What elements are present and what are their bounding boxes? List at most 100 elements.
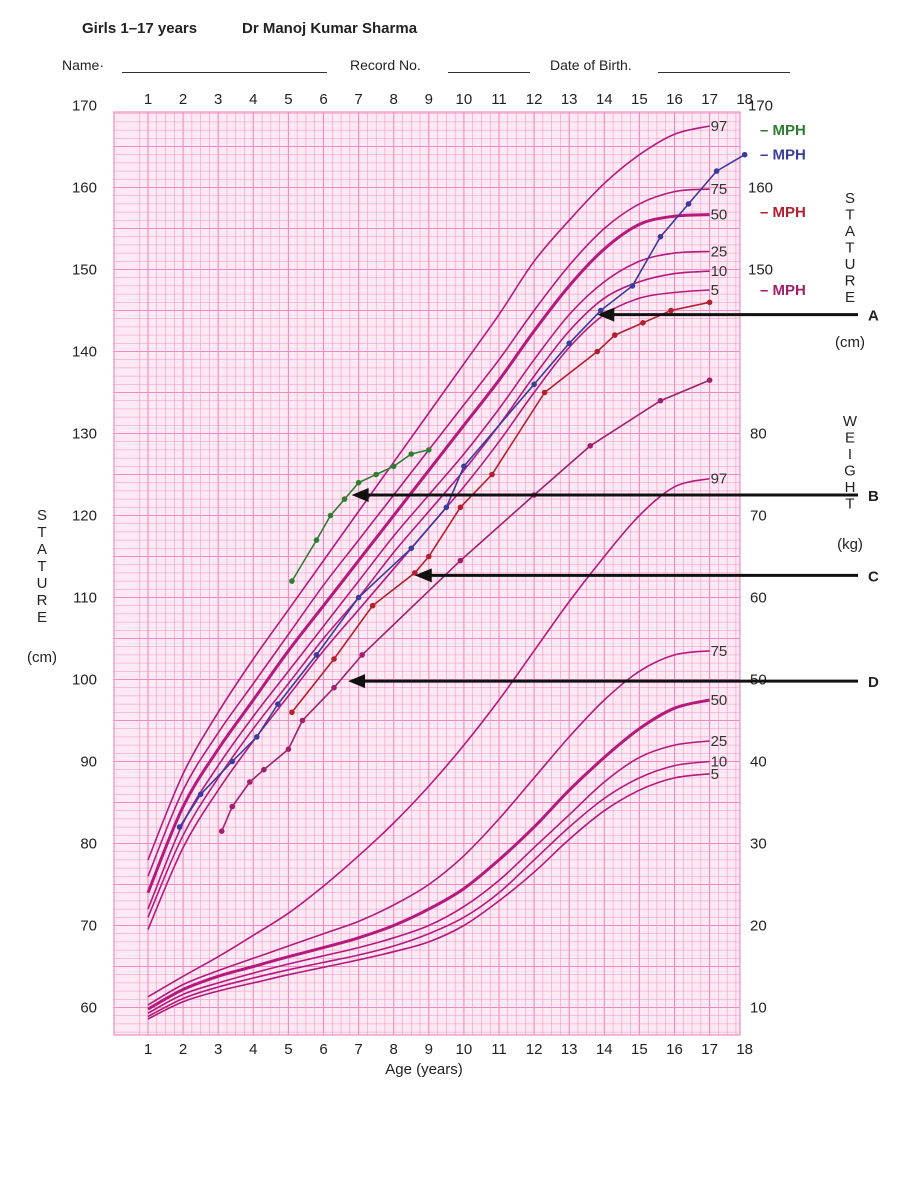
- x-axis-label: Age (years): [385, 1061, 463, 1078]
- patient-point-blue: [275, 701, 281, 707]
- stature-percentile-10: [147, 270, 710, 918]
- patient-point-red: [426, 553, 432, 560]
- patient-point-green: [341, 496, 348, 502]
- stature-percentile-label: 5: [711, 282, 719, 299]
- weight-percentile-label: 75: [711, 643, 728, 660]
- stature-tick-left: 160: [72, 180, 97, 197]
- x-tick-label-bottom: 15: [631, 1041, 648, 1058]
- stature-percentile-75: [147, 188, 710, 877]
- record-no-field-line[interactable]: [448, 72, 530, 73]
- patient-point-blue: [355, 594, 362, 601]
- stature-axis-label-right: E: [845, 289, 855, 306]
- x-tick-label-top: 16: [666, 91, 683, 108]
- patient-point-purple: [285, 746, 292, 752]
- arrow-label-A: A: [868, 308, 879, 325]
- patient-point-blue: [461, 463, 467, 470]
- patient-point-red: [411, 570, 418, 576]
- stature-tick-left: 170: [72, 98, 97, 115]
- patient-point-red: [612, 332, 618, 338]
- patient-point-green: [313, 537, 320, 543]
- patient-point-purple: [229, 803, 236, 810]
- weight-percentile-10: [147, 760, 710, 1018]
- patient-point-purple: [331, 684, 337, 691]
- patient-point-red: [640, 320, 646, 326]
- x-tick-label-top: 8: [390, 91, 398, 108]
- stature-unit-right: (cm): [835, 334, 865, 351]
- weight-percentile-25: [147, 740, 710, 1014]
- mph-marker-green: – MPH: [760, 122, 806, 139]
- x-tick-label-bottom: 14: [596, 1041, 613, 1058]
- weight-tick: 20: [750, 918, 767, 935]
- x-tick-label-top: 4: [249, 91, 257, 108]
- stature-axis-label-left: E: [37, 609, 47, 626]
- patient-point-purple: [299, 717, 306, 724]
- weight-percentile-75: [147, 650, 710, 1006]
- patient-point-purple: [261, 766, 267, 773]
- weight-tick: 80: [750, 426, 767, 443]
- stature-tick-left: 140: [72, 344, 97, 361]
- patient-point-purple: [657, 397, 664, 404]
- stature-tick-left: 70: [80, 918, 97, 935]
- weight-tick: 10: [750, 1000, 767, 1017]
- stature-axis-label-right: T: [845, 207, 854, 224]
- stature-tick-left: 100: [72, 672, 97, 689]
- x-tick-label-top: 15: [631, 91, 648, 108]
- stature-tick-right: 160: [748, 180, 773, 197]
- x-tick-label-bottom: 3: [214, 1041, 222, 1058]
- plot-border: [113, 111, 741, 1036]
- stature-axis-label-right: A: [845, 223, 855, 240]
- stature-percentile-97: [147, 125, 710, 861]
- x-tick-label-bottom: 11: [491, 1041, 507, 1058]
- weight-percentile-label: 5: [711, 766, 719, 783]
- weight-tick: 30: [750, 836, 767, 853]
- patient-point-purple: [457, 557, 464, 564]
- stature-percentile-label: 10: [711, 263, 728, 280]
- arrow-D-head: [348, 674, 366, 689]
- patient-point-purple: [218, 828, 225, 834]
- x-tick-label-top: 7: [354, 91, 362, 108]
- weight-axis-label: H: [845, 479, 856, 496]
- patient-point-blue: [597, 307, 604, 314]
- weight-axis-label: W: [843, 413, 858, 430]
- weight-axis-label: E: [845, 430, 855, 447]
- stature-tick-left: 130: [72, 426, 97, 443]
- patient-point-blue: [685, 201, 692, 207]
- patient-point-red: [489, 471, 495, 478]
- stature-axis-label-right: R: [845, 273, 856, 290]
- date-of-birth-field-line[interactable]: [658, 72, 790, 73]
- stature-percentile-label: 97: [711, 118, 728, 135]
- x-tick-label-bottom: 4: [249, 1041, 257, 1058]
- arrow-label-D: D: [868, 674, 879, 691]
- x-tick-label-bottom: 8: [390, 1041, 398, 1058]
- stature-axis-label-left: A: [37, 541, 47, 558]
- stature-percentile-label: 75: [711, 181, 728, 198]
- stature-percentile-25: [147, 250, 710, 910]
- patient-point-purple: [359, 652, 365, 658]
- weight-tick: 70: [750, 508, 767, 525]
- name-field-line[interactable]: [122, 72, 327, 73]
- stature-tick-right: 170: [748, 98, 773, 115]
- stature-axis-label-left: U: [37, 575, 48, 592]
- x-tick-label-bottom: 10: [456, 1041, 473, 1058]
- weight-percentile-label: 25: [711, 733, 728, 750]
- weight-percentile-label: 10: [711, 754, 728, 771]
- patient-point-blue: [229, 758, 236, 765]
- stature-axis-label-right: U: [845, 256, 856, 273]
- patient-point-blue: [713, 168, 720, 174]
- weight-percentile-label: 50: [711, 692, 728, 709]
- patient-point-red: [594, 348, 601, 355]
- x-tick-label-bottom: 9: [425, 1041, 433, 1058]
- name-label: Name·: [62, 57, 105, 73]
- weight-percentile-50: [147, 698, 710, 1011]
- x-tick-label-top: 11: [491, 91, 507, 108]
- patient-point-blue: [741, 151, 748, 158]
- patient-point-purple: [587, 443, 594, 449]
- weight-axis-label: T: [845, 496, 854, 513]
- x-tick-label-bottom: 1: [144, 1041, 152, 1058]
- x-tick-label-bottom: 2: [179, 1041, 187, 1058]
- patient-point-green: [426, 447, 432, 453]
- stature-axis-label-right: T: [845, 240, 854, 257]
- x-tick-label-top: 17: [701, 91, 718, 108]
- chart-title: Girls 1–17 years: [82, 20, 198, 37]
